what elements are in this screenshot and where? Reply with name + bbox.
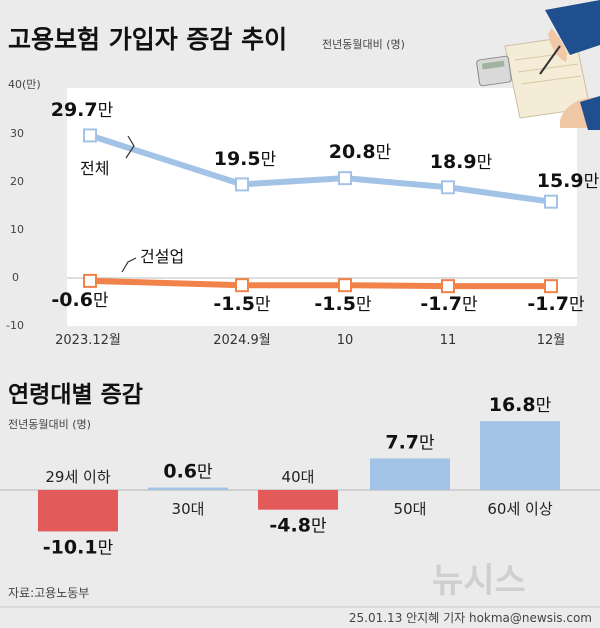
age-category-label: 60세 이상: [487, 500, 552, 518]
age-category-label: 40대: [282, 468, 315, 486]
construction-data-label: -1.7만: [527, 293, 585, 315]
age-category-label: 29세 이하: [45, 468, 110, 486]
newsis-watermark: 뉴시스: [432, 561, 526, 601]
y-tick-label: -10: [6, 319, 24, 332]
x-tick-label: 10: [337, 333, 354, 348]
total-data-point: [83, 128, 97, 143]
construction-data-point: [338, 278, 352, 293]
construction-data-point: [235, 278, 249, 293]
line-series-layer: 2023.12월 2024.9월 10 11 12월 29.7만 19.5만 20.8만 18.…: [51, 99, 600, 348]
age-bar-value-label: -10.1만: [43, 536, 114, 558]
total-data-label: 29.7만: [51, 99, 114, 121]
construction-data-label: -0.6만: [51, 289, 109, 311]
x-tick-label: 11: [440, 333, 457, 348]
age-bar-value-label: 16.8만: [489, 394, 552, 416]
y-tick-label: 20: [10, 175, 24, 188]
construction-data-label: -1.5만: [213, 293, 271, 315]
hand-icon: [548, 28, 567, 62]
office-desk-illustration: [476, 0, 600, 130]
pen-icon: [539, 45, 561, 75]
age-bar: [258, 490, 338, 510]
total-data-label: 18.9만: [430, 151, 493, 173]
age-bar-value-label: 7.7만: [385, 431, 435, 453]
y-tick-label: 30: [10, 127, 24, 140]
line-plot-background: [67, 88, 577, 326]
y-tick-label: 10: [10, 223, 24, 236]
age-category-label: 30대: [172, 500, 205, 518]
construction-leader-line: [121, 257, 137, 273]
y-tick-label: 40(만): [8, 78, 41, 91]
construction-data-point: [83, 273, 97, 288]
age-bar: [480, 421, 560, 490]
chart-subtitle: 전년동월대비 (명): [322, 38, 405, 51]
sleeve-icon: [580, 96, 600, 130]
x-tick-label: 2023.12월: [55, 333, 121, 348]
total-data-point: [338, 171, 352, 186]
construction-series-label: 건설업: [140, 247, 184, 266]
total-data-label: 20.8만: [329, 141, 392, 163]
construction-data-label: -1.7만: [420, 293, 478, 315]
bar-section-title: 연령대별 증감: [8, 382, 143, 408]
age-bar: [370, 458, 450, 490]
total-data-label: 19.5만: [214, 148, 277, 170]
total-series-label: 전체: [80, 159, 109, 178]
source-text: 자료:고용노동부: [8, 586, 89, 600]
sleeve-icon: [545, 0, 600, 55]
total-data-point: [441, 180, 455, 195]
age-category-label: 50대: [394, 500, 427, 518]
age-bar-value-label: 0.6만: [163, 461, 213, 483]
chart-title: 고용보험 가입자 증감 추이: [8, 25, 287, 54]
construction-data-point: [544, 279, 558, 294]
age-bar-value-label: -4.8만: [269, 515, 327, 537]
total-data-point: [544, 194, 558, 209]
calculator-icon: [476, 55, 512, 87]
x-tick-label: 2024.9월: [213, 333, 270, 348]
bar-series-layer: -10.1만 29세 이하 0.6만 30대 -4.8만 40대 7.7만 50대 16.8만 6…: [38, 394, 560, 558]
construction-data-label: -1.5만: [314, 293, 372, 315]
byline-text: 25.01.13 안지혜 기자 hokma@newsis.com: [349, 611, 592, 625]
total-data-label: 15.9만: [537, 170, 600, 192]
construction-data-point: [441, 279, 455, 294]
age-bar: [38, 490, 118, 532]
bar-section-subtitle: 전년동월대비 (명): [8, 418, 91, 431]
age-bar: [148, 487, 228, 490]
total-leader-line: [125, 135, 135, 159]
x-tick-label: 12월: [537, 333, 566, 348]
total-data-point: [235, 177, 249, 192]
y-tick-label: 0: [12, 271, 19, 284]
